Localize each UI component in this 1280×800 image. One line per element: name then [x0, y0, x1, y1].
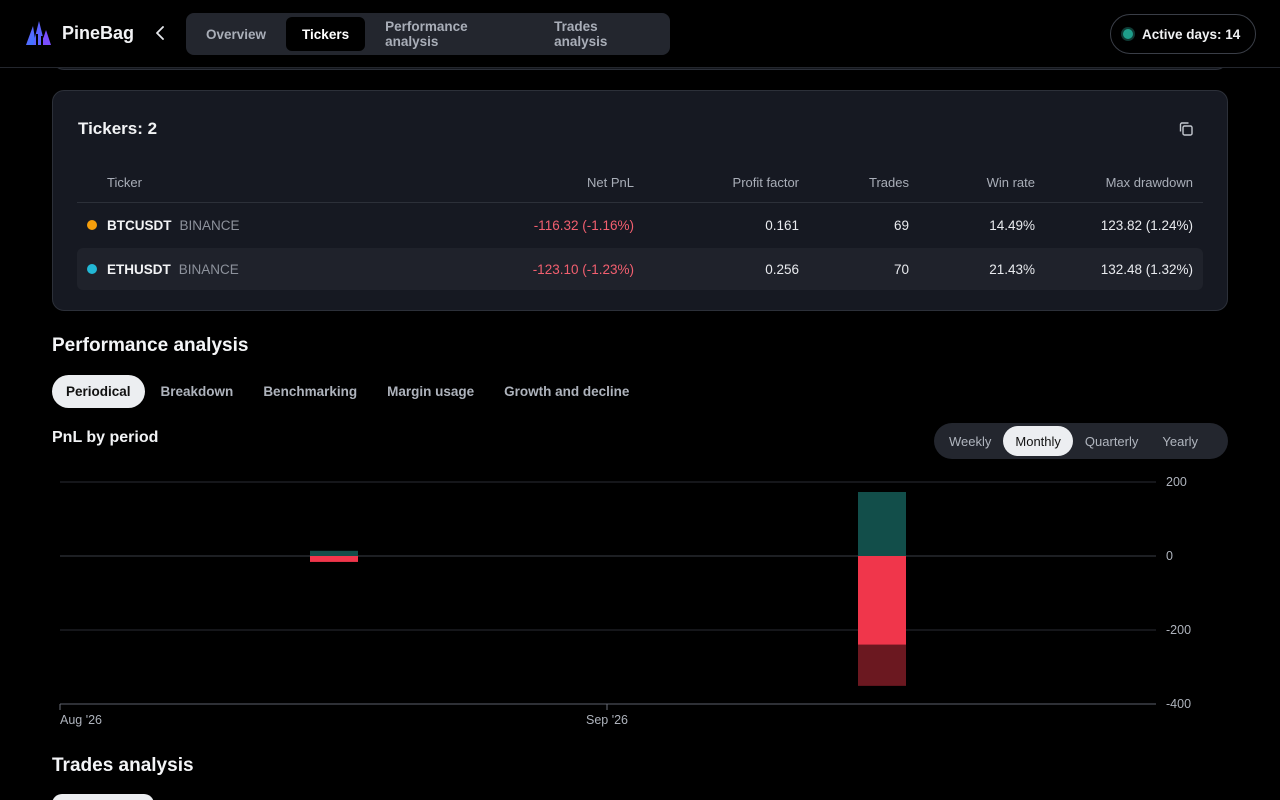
ticker-color-dot-icon [87, 264, 97, 274]
period-quarterly[interactable]: Quarterly [1084, 433, 1139, 449]
chart-title: PnL by period [52, 429, 159, 446]
y-tick-label: 200 [1166, 475, 1187, 489]
bar-loss [310, 556, 358, 562]
trades-value: 69 [893, 217, 909, 233]
trades-analysis-active-tab[interactable] [52, 794, 154, 800]
net-pnl-value: -116.32 (-1.16%) [533, 217, 634, 233]
y-tick-label: -400 [1166, 697, 1191, 711]
status-dot-icon [1123, 29, 1133, 39]
ticker-cell: ETHUSDT BINANCE [107, 248, 239, 290]
win-rate-value: 14.49% [989, 217, 1035, 233]
table-row[interactable]: ETHUSDT BINANCE -123.10 (-1.23%) 0.256 7… [77, 248, 1203, 290]
main-nav-tabs: Overview Tickers Performance analysis Tr… [186, 13, 670, 55]
trades-value: 70 [893, 261, 909, 277]
chevron-left-icon [156, 26, 164, 40]
active-days-badge[interactable]: Active days: 14 [1110, 14, 1256, 54]
tab-periodical[interactable]: Periodical [52, 375, 145, 408]
ticker-symbol: ETHUSDT [107, 261, 171, 277]
tickers-table-header: Ticker Net PnL Profit factor Trades Win … [77, 163, 1203, 203]
column-header-win-rate[interactable]: Win rate [986, 175, 1035, 190]
tickers-card: Tickers: 2 Ticker Net PnL Profit factor … [52, 90, 1228, 311]
bar-loss-extra [858, 644, 906, 686]
ticker-cell: BTCUSDT BINANCE [107, 204, 240, 246]
performance-tabs: Periodical Breakdown Benchmarking Margin… [52, 375, 643, 408]
table-row[interactable]: BTCUSDT BINANCE -116.32 (-1.16%) 0.161 6… [77, 204, 1203, 246]
y-tick-label: -200 [1166, 623, 1191, 637]
net-pnl-value: -123.10 (-1.23%) [532, 261, 634, 277]
tab-overview[interactable]: Overview [206, 26, 267, 42]
tab-growth-and-decline[interactable]: Growth and decline [504, 384, 630, 399]
period-yearly[interactable]: Yearly [1162, 433, 1199, 449]
ticker-exchange: BINANCE [178, 261, 239, 277]
tab-performance-analysis[interactable]: Performance analysis [385, 19, 468, 49]
performance-analysis-title: Performance analysis [52, 335, 249, 356]
app-header: PineBag Overview Tickers Performance ana… [0, 0, 1280, 68]
column-header-ticker[interactable]: Ticker [107, 175, 142, 190]
copy-icon[interactable] [1177, 120, 1195, 138]
win-rate-value: 21.43% [989, 261, 1035, 277]
tab-benchmarking[interactable]: Benchmarking [263, 384, 358, 399]
tab-margin-usage[interactable]: Margin usage [387, 384, 475, 399]
ticker-color-dot-icon [87, 220, 97, 230]
bar-loss [858, 556, 906, 645]
period-weekly[interactable]: Weekly [949, 433, 992, 449]
ticker-symbol: BTCUSDT [107, 217, 172, 233]
max-drawdown-value: 123.82 (1.24%) [1100, 217, 1193, 233]
x-tick-label: Sep '26 [586, 713, 628, 727]
column-header-max-drawdown[interactable]: Max drawdown [1105, 175, 1193, 190]
pnl-by-period-chart[interactable]: 200 0 -200 -400 Aug '26 Sep '26 [0, 470, 1280, 740]
ticker-exchange: BINANCE [179, 217, 240, 233]
collapse-back-button[interactable] [150, 22, 170, 44]
column-header-profit-factor[interactable]: Profit factor [732, 175, 799, 190]
brand-name: PineBag [62, 23, 135, 43]
bar-profit [858, 491, 906, 556]
max-drawdown-value: 132.48 (1.32%) [1100, 261, 1193, 277]
trades-analysis-title: Trades analysis [52, 755, 194, 776]
period-selector: Weekly Monthly Quarterly Yearly [934, 423, 1228, 459]
pinebag-logo-icon[interactable] [24, 20, 52, 46]
column-header-trades[interactable]: Trades [869, 175, 909, 190]
profit-factor-value: 0.161 [765, 217, 799, 233]
tab-breakdown[interactable]: Breakdown [160, 384, 234, 399]
y-tick-label: 0 [1166, 549, 1173, 563]
tab-trades-analysis[interactable]: Trades analysis [554, 19, 608, 49]
active-days-label: Active days: 14 [1142, 26, 1241, 42]
bar-profit [310, 550, 358, 556]
profit-factor-value: 0.256 [765, 261, 799, 277]
column-header-net-pnl[interactable]: Net PnL [587, 175, 634, 190]
tab-tickers[interactable]: Tickers [286, 17, 366, 51]
x-tick-label: Aug '26 [60, 713, 102, 727]
period-monthly[interactable]: Monthly [1003, 426, 1073, 456]
tickers-title: Tickers: 2 [78, 119, 158, 138]
